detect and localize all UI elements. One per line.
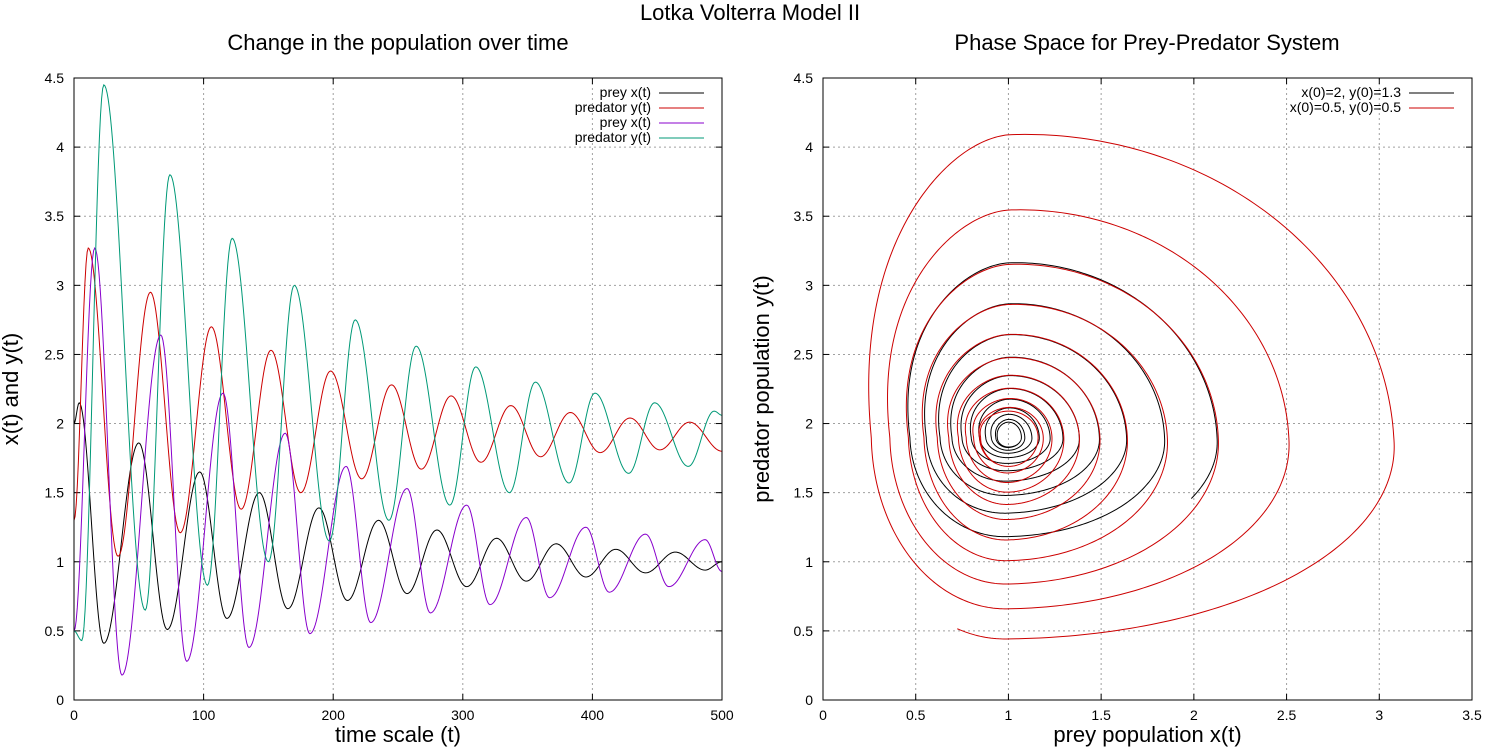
- y-tick-label: 3: [805, 277, 813, 293]
- series-line-3: [74, 246, 722, 676]
- y-tick-label: 3: [56, 277, 64, 293]
- y-tick-label: 1.5: [45, 485, 65, 501]
- x-tick-label: 200: [322, 707, 346, 723]
- y-axis-label: x(t) and y(t): [0, 333, 23, 445]
- series-line-2: [868, 133, 1395, 640]
- y-tick-label: 1.5: [794, 485, 814, 501]
- y-tick-label: 1: [805, 554, 813, 570]
- legend-label: predator y(t): [575, 129, 651, 145]
- x-tick-label: 1: [1005, 707, 1013, 723]
- x-tick-label: 0: [819, 707, 827, 723]
- x-tick-label: 2: [1190, 707, 1198, 723]
- y-tick-label: 3.5: [794, 208, 814, 224]
- series-line-4: [74, 84, 722, 642]
- legend-label: prey x(t): [600, 114, 651, 130]
- x-tick-label: 0.5: [906, 707, 926, 723]
- y-tick-label: 4: [56, 139, 64, 155]
- series-line-1: [74, 402, 722, 644]
- y-tick-label: 2.5: [45, 346, 65, 362]
- series-line-2: [74, 247, 722, 557]
- subplot-2: 0 0.5 1 1.5 2 2.5 3 3.5 0 0.5 1 1.5 2 2.5 3 3.5 4 4.5 x(0)…: [749, 30, 1482, 747]
- x-tick-label: 2.5: [1277, 707, 1297, 723]
- y-axis-label: predator population y(t): [749, 275, 774, 502]
- y-tick-label: 4.5: [794, 70, 814, 86]
- legend-label: predator y(t): [575, 99, 651, 115]
- x-tick-label: 0: [70, 707, 78, 723]
- legend-label: prey x(t): [600, 84, 651, 100]
- x-axis-label: prey population x(t): [1053, 722, 1241, 747]
- y-tick-label: 0.5: [45, 623, 65, 639]
- y-tick-label: 1: [56, 554, 64, 570]
- x-tick-label: 3.5: [1462, 707, 1482, 723]
- legend-label: x(0)=0.5, y(0)=0.5: [1290, 99, 1401, 115]
- x-tick-label: 1.5: [1091, 707, 1111, 723]
- y-tick-label: 4: [805, 139, 813, 155]
- plot-frame: [822, 77, 1473, 701]
- y-tick-label: 0: [56, 692, 64, 708]
- subplot-1: 0 100 200 300 400 500 0 0.5 1 1.5 2 2.5 3 3.5 4 4.5 prey…: [0, 30, 734, 747]
- y-tick-label: 4.5: [45, 70, 65, 86]
- x-axis-label: time scale (t): [335, 722, 461, 747]
- x-tick-label: 500: [710, 707, 734, 723]
- y-tick-label: 2: [56, 416, 64, 432]
- y-tick-label: 0: [805, 692, 813, 708]
- x-tick-label: 400: [581, 707, 605, 723]
- y-tick-label: 0.5: [794, 623, 814, 639]
- subplot-title: Phase Space for Prey-Predator System: [954, 30, 1339, 55]
- y-tick-label: 2.5: [794, 346, 814, 362]
- x-tick-label: 300: [451, 707, 475, 723]
- y-tick-label: 2: [805, 416, 813, 432]
- x-tick-label: 3: [1375, 707, 1383, 723]
- x-tick-label: 100: [192, 707, 216, 723]
- y-tick-label: 3.5: [45, 208, 65, 224]
- plot-frame: [73, 77, 723, 701]
- figure-title: Lotka Volterra Model II: [639, 0, 861, 25]
- subplot-title: Change in the population over time: [227, 30, 568, 55]
- series-line-1: [907, 262, 1218, 538]
- legend-label: x(0)=2, y(0)=1.3: [1301, 84, 1401, 100]
